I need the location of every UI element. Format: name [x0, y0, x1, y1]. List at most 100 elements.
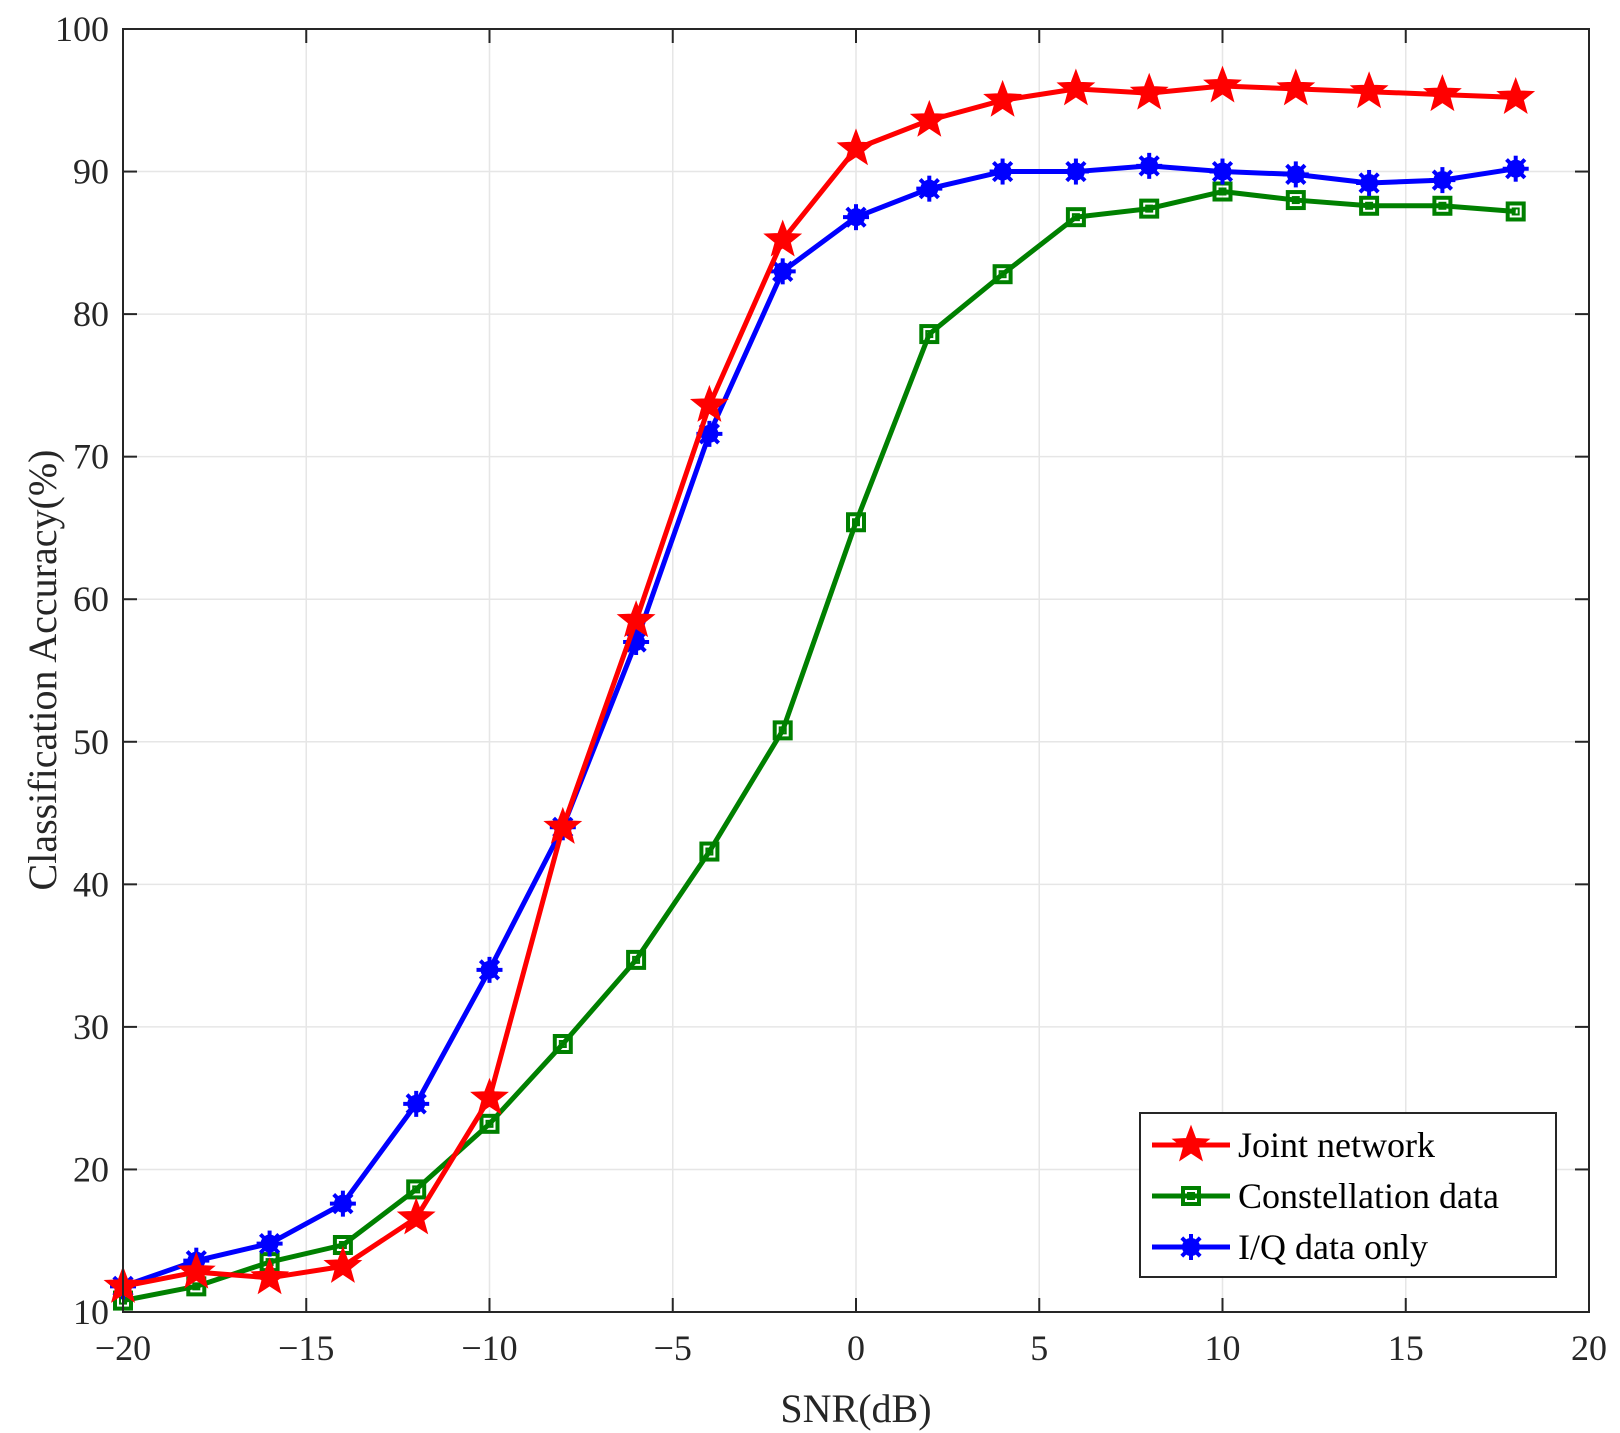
series-layer — [103, 65, 1536, 1311]
data-point-joint-network — [1349, 71, 1389, 109]
data-point-constellation-data-inner — [852, 518, 860, 527]
data-point-constellation-data-outer — [1505, 201, 1526, 222]
data-point-joint-network — [616, 600, 656, 638]
data-point-i-q-data-only-spoke — [1505, 158, 1527, 180]
data-point-i-q-data-only-spoke — [258, 1232, 281, 1255]
data-point-i-q-data-only — [989, 158, 1016, 185]
data-point-constellation-data — [1285, 190, 1306, 211]
x-tick-label: 10 — [1205, 1328, 1241, 1368]
data-point-constellation-data-inner — [778, 726, 787, 735]
data-point-constellation-data — [1359, 195, 1380, 216]
data-point-i-q-data-only — [403, 1090, 430, 1117]
data-point-constellation-data — [846, 512, 866, 533]
data-point-joint-network — [470, 1077, 509, 1115]
y-tick-label: 90 — [73, 152, 109, 192]
data-point-constellation-data-inner — [192, 1282, 201, 1291]
data-point-constellation-data — [772, 720, 793, 741]
series-constellation-data — [113, 181, 1526, 1311]
y-tick-label: 100 — [55, 9, 109, 49]
data-point-constellation-data — [479, 1113, 500, 1134]
data-point-constellation-data-inner — [632, 955, 641, 964]
data-point-i-q-data-only — [1356, 169, 1383, 196]
x-tick-label: −10 — [461, 1328, 517, 1368]
data-point-i-q-data-only-spoke — [1211, 160, 1234, 183]
data-point-joint-network — [323, 1245, 363, 1283]
legend-item-constellation-data: Constellation data — [1152, 1176, 1499, 1216]
data-point-i-q-data-only — [329, 1190, 356, 1217]
y-tick-label: 20 — [73, 1149, 109, 1189]
data-point-constellation-data — [1065, 207, 1086, 228]
data-point-joint-network — [250, 1257, 290, 1295]
data-point-i-q-data-only — [1429, 167, 1456, 194]
data-point-constellation-data-outer — [919, 324, 940, 345]
legend: Joint network Constellation data I/Q data … — [1139, 1112, 1557, 1278]
data-point-i-q-data-only-spoke — [625, 631, 647, 653]
data-point-joint-network — [909, 99, 949, 137]
legend-label-i-q-data-only: I/Q data only — [1238, 1227, 1428, 1267]
data-point-constellation-data-outer — [1139, 198, 1160, 219]
data-point-constellation-data-outer — [699, 841, 720, 862]
data-point-constellation-data — [699, 841, 720, 862]
data-point-i-q-data-only — [1209, 158, 1236, 185]
data-point-constellation-data-inner — [1511, 207, 1520, 216]
data-point-i-q-data-only-spoke — [991, 160, 1014, 183]
y-tick-label: 80 — [73, 294, 109, 334]
data-point-i-q-data-only — [769, 258, 796, 285]
data-point-joint-network — [689, 384, 729, 422]
legend-marker-constellation-data-inner — [1187, 1192, 1195, 1200]
data-point-constellation-data-inner — [1438, 201, 1447, 210]
data-point-constellation-data-inner — [998, 270, 1007, 279]
data-point-constellation-data-outer — [479, 1113, 500, 1134]
data-point-i-q-data-only-spoke — [332, 1193, 354, 1215]
data-point-joint-network — [983, 79, 1023, 117]
legend-item-i-q-data-only: I/Q data only — [1152, 1227, 1428, 1267]
y-tick-label: 50 — [73, 722, 109, 762]
data-point-i-q-data-only-spoke — [918, 178, 940, 200]
series-line-constellation-data — [122, 189, 1516, 1304]
data-point-i-q-data-only — [696, 420, 723, 447]
data-point-constellation-data-outer — [1065, 207, 1086, 228]
data-point-constellation-data-inner — [412, 1185, 421, 1194]
data-point-i-q-data-only-spoke — [1065, 160, 1087, 183]
legend-marker-constellation-data — [1181, 1186, 1201, 1206]
x-tick-label: −15 — [278, 1328, 334, 1368]
data-point-joint-network — [836, 128, 876, 166]
x-tick-label: −5 — [654, 1328, 692, 1368]
data-point-constellation-data-outer — [406, 1179, 427, 1200]
x-tick-label: 5 — [1030, 1328, 1048, 1368]
data-point-constellation-data — [406, 1179, 427, 1200]
data-point-i-q-data-only-spoke — [1431, 169, 1454, 191]
data-point-constellation-data-outer — [992, 264, 1013, 285]
data-point-constellation-data-outer — [626, 949, 647, 970]
data-point-i-q-data-only-spoke — [478, 959, 501, 981]
series-line-joint-network — [122, 83, 1516, 1289]
data-point-i-q-data-only-spoke — [772, 260, 794, 282]
data-point-joint-network — [396, 1197, 436, 1235]
ticks: −20 −15 −10 −5 0 5 10 15 20 10 20 30 40 50 60 70 80 90 100 — [55, 9, 1607, 1368]
data-point-joint-network — [763, 219, 803, 257]
data-point-constellation-data-outer — [772, 720, 793, 741]
x-tick-label: 0 — [847, 1328, 865, 1368]
data-point-i-q-data-only-spoke — [698, 423, 721, 445]
data-point-i-q-data-only-spoke — [405, 1093, 427, 1115]
data-point-constellation-data-inner — [1291, 196, 1300, 205]
data-point-i-q-data-only — [843, 204, 869, 231]
data-point-constellation-data-inner — [1365, 201, 1374, 210]
data-point-constellation-data — [1432, 195, 1453, 216]
data-point-constellation-data-outer — [846, 512, 866, 533]
data-point-i-q-data-only — [256, 1230, 283, 1257]
data-point-constellation-data-inner — [1071, 213, 1080, 222]
data-point-constellation-data — [552, 1033, 573, 1054]
data-point-i-q-data-only-spoke — [1138, 155, 1160, 177]
data-point-i-q-data-only — [1136, 152, 1163, 179]
data-point-constellation-data — [1139, 198, 1160, 219]
data-point-constellation-data-outer — [1359, 195, 1380, 216]
legend-label-joint-network: Joint network — [1238, 1125, 1435, 1165]
data-point-joint-network — [1496, 77, 1536, 114]
data-point-joint-network — [176, 1251, 216, 1289]
data-point-constellation-data-inner — [1218, 187, 1227, 196]
y-tick-label: 60 — [73, 579, 109, 619]
data-point-constellation-data-inner — [705, 847, 714, 856]
data-point-i-q-data-only-spoke — [845, 206, 867, 228]
